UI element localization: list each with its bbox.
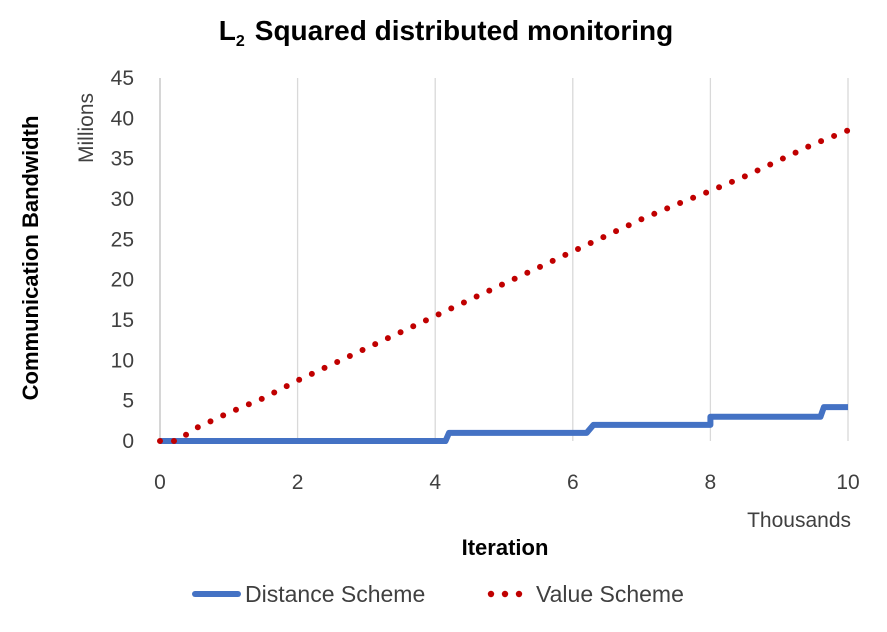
- chart-title-main: L: [219, 15, 236, 46]
- legend: Distance Scheme Value Scheme: [192, 581, 684, 607]
- y-axis-title: Communication Bandwidth: [18, 116, 43, 401]
- y-tick-label: 40: [111, 107, 134, 130]
- x-tick-label: 2: [292, 471, 304, 494]
- gridlines: [159, 78, 849, 441]
- y-tick-label: 20: [111, 269, 134, 292]
- chart-title-subscript: 2: [236, 33, 245, 50]
- chart-title-rest: Squared distributed monitoring: [255, 15, 673, 46]
- x-tick-label: 8: [705, 471, 717, 494]
- x-tick-label: 10: [836, 471, 859, 494]
- legend-dot: [515, 590, 523, 598]
- legend-label-value: Value Scheme: [536, 581, 684, 607]
- x-tick-label: 0: [154, 471, 166, 494]
- legend-dot: [487, 590, 495, 598]
- y-tick-label: 5: [122, 390, 134, 413]
- y-tick-label: 15: [111, 309, 134, 332]
- y-tick-label: 35: [111, 148, 134, 171]
- y-tick-label: 10: [111, 349, 134, 372]
- x-axis-title: Iteration: [462, 535, 549, 560]
- y-tick-labels: 0 5 10 15 20 25 30 35 40 45: [111, 67, 134, 453]
- y-tick-label: 45: [111, 67, 134, 90]
- y-tick-label: 30: [111, 188, 134, 211]
- y-tick-label: 0: [122, 430, 134, 453]
- chart-title: L2 Squared distributed monitoring: [219, 15, 673, 50]
- legend-dot: [501, 590, 509, 598]
- x-unit-label: Thousands: [747, 509, 851, 532]
- x-tick-label: 6: [567, 471, 579, 494]
- legend-swatch-value: [487, 590, 523, 598]
- legend-label-distance: Distance Scheme: [245, 581, 425, 607]
- series-layer: [157, 127, 851, 444]
- y-tick-label: 25: [111, 228, 134, 251]
- y-unit-label: Millions: [75, 93, 98, 163]
- x-tick-labels: 0 2 4 6 8 10: [154, 471, 860, 494]
- series-line-distance-scheme: [160, 404, 848, 444]
- x-tick-label: 4: [429, 471, 441, 494]
- series-line-value-scheme: [157, 127, 851, 444]
